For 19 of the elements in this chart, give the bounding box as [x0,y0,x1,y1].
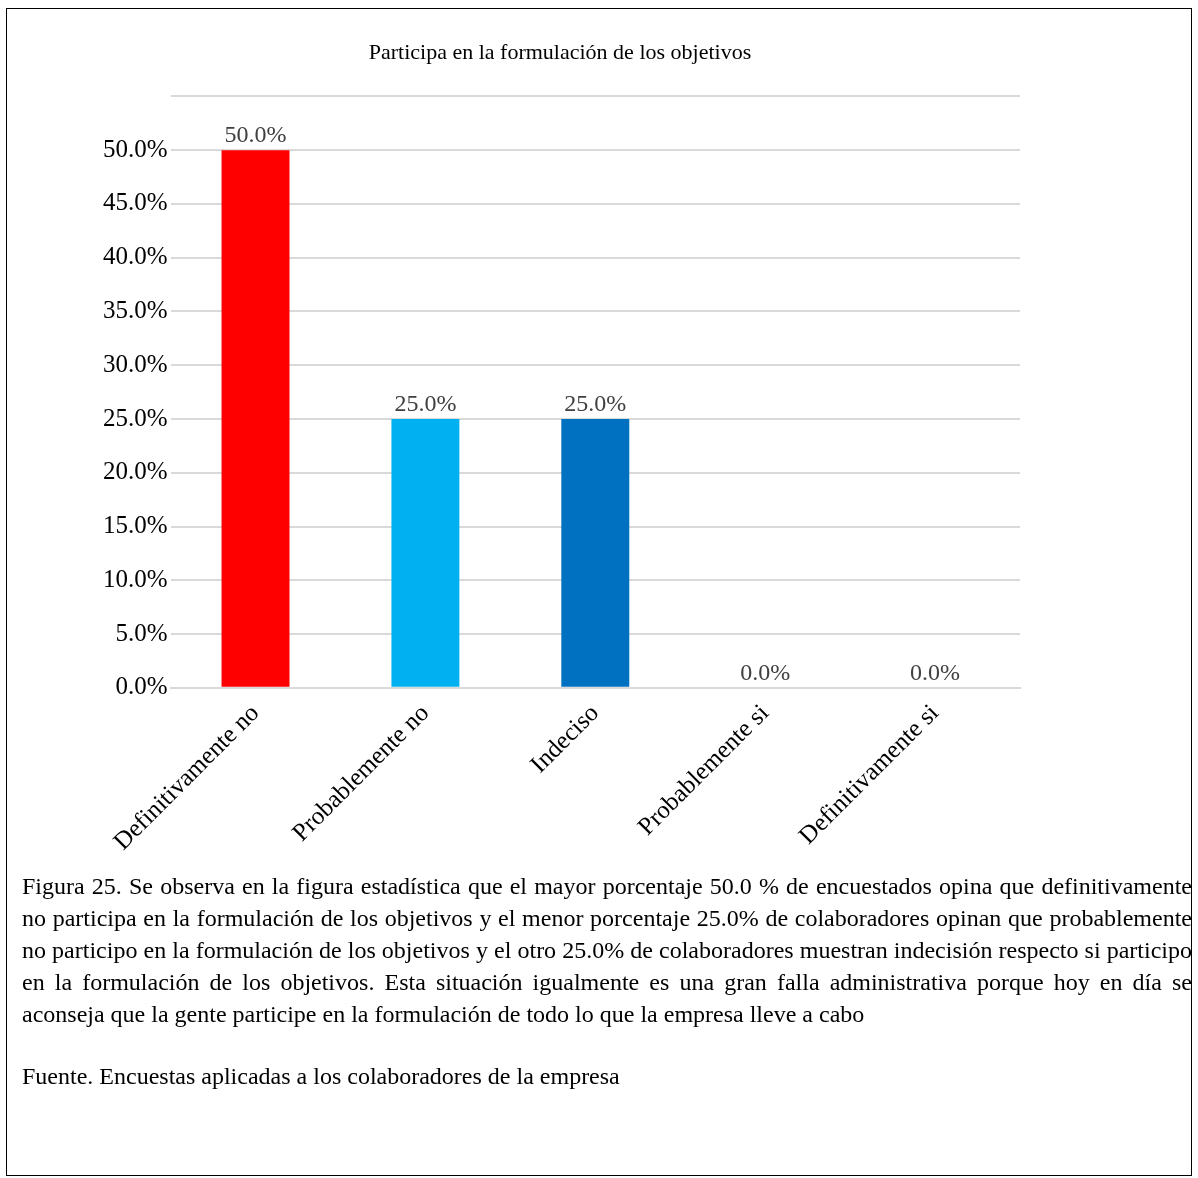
data-label: 0.0% [910,659,961,686]
source-note: Fuente. Encuestas aplicadas a los colaboradores de la empresa [22,1062,621,1091]
y-tick-label: 20.0% [103,457,168,485]
data-label: 0.0% [740,659,791,686]
y-tick-label: 10.0% [103,564,168,592]
data-label: 50.0% [224,121,287,148]
y-tick-label: 15.0% [103,511,168,539]
y-tick-label: 5.0% [115,618,168,646]
y-tick-label: 50.0% [103,134,168,162]
y-tick-label: 30.0% [103,349,168,377]
y-tick-label: 45.0% [103,188,168,216]
data-label: 25.0% [394,390,457,417]
y-tick-label: 40.0% [103,242,168,270]
y-tick-label: 0.0% [115,672,168,700]
chart-title: Participa en la formulación de los objetivos [368,38,752,64]
y-tick-label: 35.0% [103,296,168,324]
data-label: 25.0% [564,390,627,417]
y-tick-label: 25.0% [103,403,168,431]
text: Figura 25. Se observa en la figura estadística que el mayor porcentaje 50.0 % de encuestados opina que definitivamente no participa en la formulación de los objetivos y el menor porcentaje 25.0% de colaboradores opinan que probablemente no participo en la formulación de los objetivos y el otro 25.0% de colaboradores muestran indecisión respecto si participo en la formulación de los objetivos. Esta situación igualmente es una gran falla administrativa porque hoy en día se aconseja que la gente participe en la formulación de todo lo que la empresa lleve a cabo [22,872,1192,1029]
